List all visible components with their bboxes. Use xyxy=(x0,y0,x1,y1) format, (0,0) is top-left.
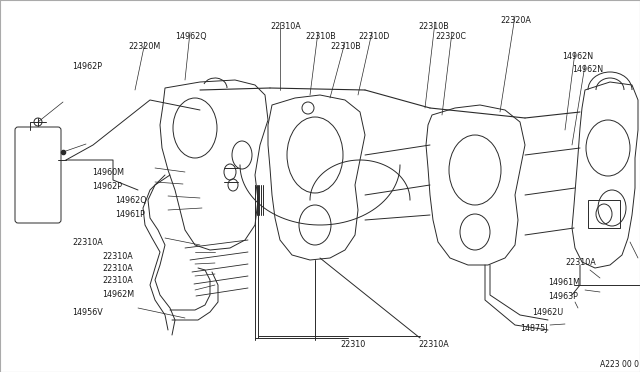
Text: 14962P: 14962P xyxy=(72,62,102,71)
Text: 22320M: 22320M xyxy=(128,42,160,51)
Text: 14962N: 14962N xyxy=(562,52,593,61)
Text: 14875J: 14875J xyxy=(520,324,547,333)
Text: 14962N: 14962N xyxy=(572,65,603,74)
Text: A223 00 0: A223 00 0 xyxy=(600,360,639,369)
Text: 22310B: 22310B xyxy=(418,22,449,31)
Text: 14956V: 14956V xyxy=(72,308,103,317)
Text: 22310D: 22310D xyxy=(358,32,389,41)
Text: 22310A: 22310A xyxy=(102,276,132,285)
Text: 14962Q: 14962Q xyxy=(175,32,207,41)
Text: 22310A: 22310A xyxy=(102,264,132,273)
Text: 22320A: 22320A xyxy=(500,16,531,25)
Text: 14961M: 14961M xyxy=(548,278,580,287)
Text: 14962U: 14962U xyxy=(532,308,563,317)
Text: 14960M: 14960M xyxy=(92,168,124,177)
Text: 22310A: 22310A xyxy=(565,258,596,267)
Text: 22310: 22310 xyxy=(340,340,365,349)
Text: 14961P: 14961P xyxy=(115,210,145,219)
Text: 14962M: 14962M xyxy=(102,290,134,299)
Text: 14962Q: 14962Q xyxy=(115,196,147,205)
Text: 14962P: 14962P xyxy=(92,182,122,191)
Text: 22310A: 22310A xyxy=(102,252,132,261)
Text: 22310A: 22310A xyxy=(72,238,103,247)
Text: 22310B: 22310B xyxy=(330,42,361,51)
Text: 22310A: 22310A xyxy=(270,22,301,31)
Text: 22310A: 22310A xyxy=(418,340,449,349)
Text: 22310B: 22310B xyxy=(305,32,336,41)
Bar xyxy=(588,200,620,228)
Text: 14963P: 14963P xyxy=(548,292,578,301)
Text: 22320C: 22320C xyxy=(435,32,466,41)
